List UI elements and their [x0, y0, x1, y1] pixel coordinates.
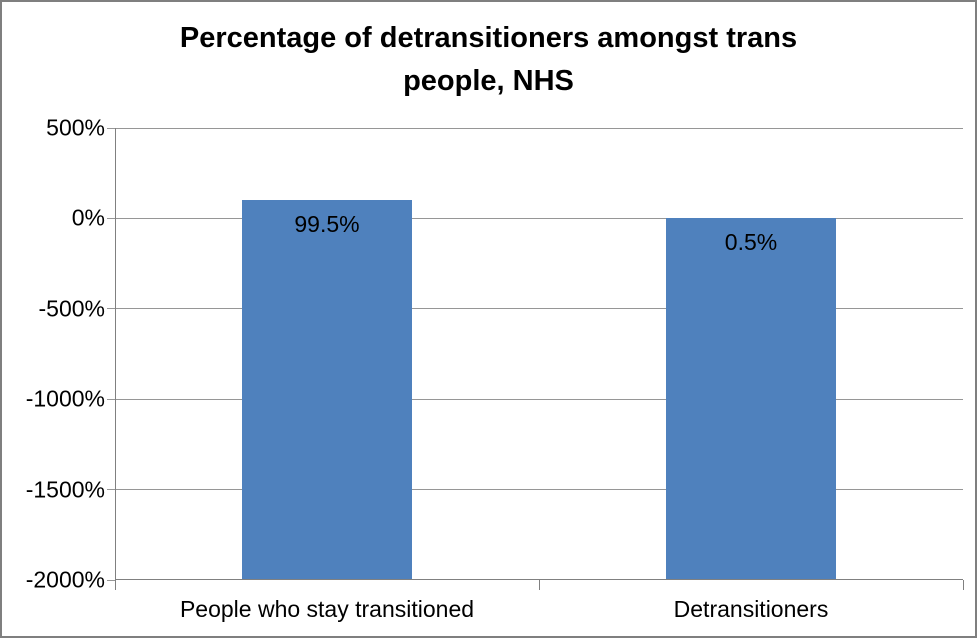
y-axis-tick-label: 500%: [46, 114, 105, 141]
y-axis-tick: [107, 398, 115, 400]
plot-area: 500% 0% -500% -1000% -1500% -2000% 99.5% People…: [26, 115, 964, 622]
y-axis-line: [115, 128, 116, 590]
chart-title: Percentage of detransitioners amongst tr…: [2, 17, 975, 103]
y-axis-tick: [107, 579, 115, 581]
x-axis-category-label: Detransitioners: [673, 596, 829, 622]
y-axis-tick: [107, 308, 115, 310]
y-axis-tick-label: -2000%: [25, 566, 105, 593]
chart-title-line-2: people, NHS: [403, 65, 574, 97]
gridline: [115, 489, 963, 491]
x-axis-tick: [538, 580, 540, 590]
bar-data-label: 0.5%: [724, 229, 778, 256]
y-axis-tick-label: -1500%: [25, 476, 105, 503]
gridline: [115, 398, 963, 400]
bar-data-label: 99.5%: [294, 211, 360, 238]
x-axis-line: [115, 579, 963, 580]
chart-title-line-1: Percentage of detransitioners amongst tr…: [179, 22, 798, 54]
gridline: [115, 308, 963, 310]
y-axis-tick-label: -500%: [38, 295, 105, 322]
y-axis-tick: [107, 217, 115, 219]
y-axis-tick: [107, 489, 115, 491]
x-axis-category-label: People who stay transitioned: [179, 596, 475, 622]
y-axis-tick-label: 0%: [71, 204, 105, 231]
y-axis-tick-label: -1000%: [25, 385, 105, 412]
y-axis-tick: [107, 127, 115, 129]
bar-1: [242, 200, 412, 580]
gridline: [115, 127, 963, 129]
x-axis-tick: [114, 580, 116, 590]
x-axis-tick: [962, 580, 964, 590]
bar-2: [666, 218, 836, 580]
gridline: [115, 217, 963, 219]
